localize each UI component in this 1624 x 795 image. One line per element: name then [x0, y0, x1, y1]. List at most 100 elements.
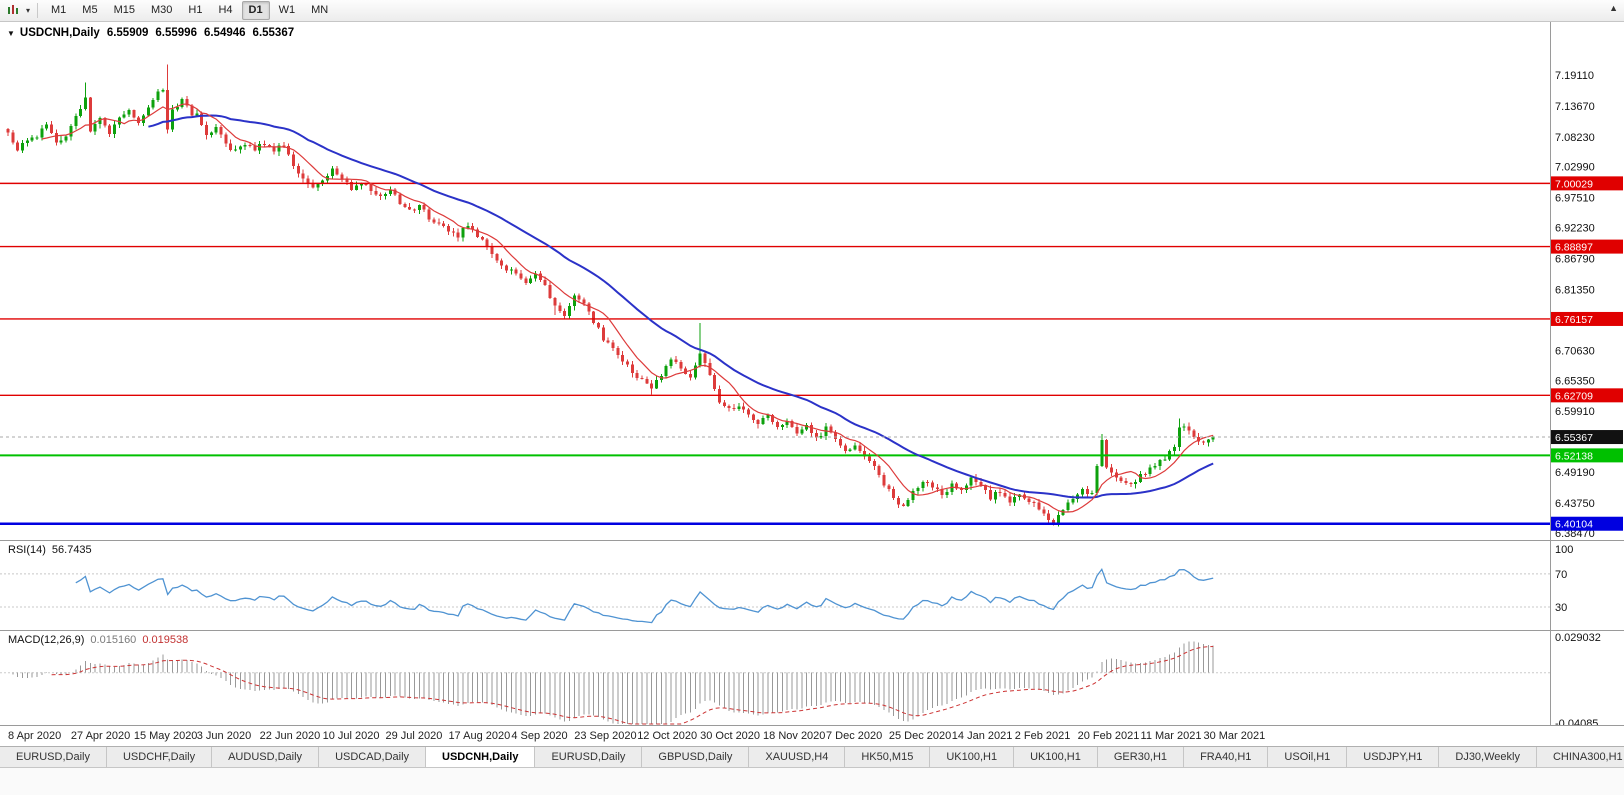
- macd-signal-value: 0.019538: [142, 634, 189, 646]
- time-axis-label: 27 Apr 2020: [70, 730, 131, 742]
- time-axis-label: 18 Nov 2020: [763, 730, 826, 742]
- svg-text:6.40104: 6.40104: [1555, 519, 1593, 531]
- svg-text:6.81350: 6.81350: [1555, 284, 1595, 296]
- chart-close-value: 6.55367: [252, 27, 295, 39]
- status-bar: [0, 768, 1624, 795]
- time-axis-label: 7 Dec 2020: [825, 730, 883, 742]
- time-axis[interactable]: 8 Apr 2020 27 Apr 2020 15 May 2020 3 Jun 20…: [0, 725, 1624, 746]
- svg-text:6.65350: 6.65350: [1555, 375, 1595, 387]
- rsi-canvas[interactable]: 100 70 30: [0, 541, 1624, 631]
- timeframe-button-mn[interactable]: MN: [311, 4, 329, 16]
- chart-type-icon[interactable]: [6, 4, 22, 18]
- chart-tab-china300-h1[interactable]: CHINA300,H1: [1536, 747, 1624, 767]
- svg-text:6.55367: 6.55367: [1555, 432, 1593, 444]
- timeframe-button-m5[interactable]: M5: [82, 4, 98, 16]
- svg-text:6.43750: 6.43750: [1555, 498, 1595, 510]
- chart-tab-fra40-h1[interactable]: FRA40,H1: [1184, 747, 1269, 767]
- chart-tab-usdchf-daily[interactable]: USDCHF,Daily: [106, 747, 213, 767]
- time-axis-label: 10 Jul 2020: [322, 730, 380, 742]
- macd-canvas[interactable]: 0.029032 -0.04085: [0, 631, 1624, 726]
- rsi-label: RSI(14) 56.7435: [8, 544, 98, 556]
- chart-tab-eurusd-daily[interactable]: EURUSD,Daily: [0, 747, 107, 767]
- svg-text:30: 30: [1555, 602, 1567, 614]
- svg-text:6.52138: 6.52138: [1555, 450, 1593, 462]
- svg-text:6.38470: 6.38470: [1555, 528, 1595, 540]
- chart-open-value: 6.55909: [106, 27, 149, 39]
- main-chart-canvas[interactable]: 7.19110 7.13670 7.08230 7.02990 6.97510 6.922…: [0, 22, 1624, 540]
- window-menu-icon[interactable]: ▲: [1609, 3, 1618, 13]
- svg-text:6.62709: 6.62709: [1555, 390, 1593, 402]
- macd-indicator-panel: 0.029032 -0.04085 MACD(12,26,9) 0.015160 0.…: [0, 630, 1624, 726]
- svg-text:6.59910: 6.59910: [1555, 406, 1595, 418]
- svg-text:6.97510: 6.97510: [1555, 193, 1595, 205]
- chart-tab-usdcnh-daily[interactable]: USDCNH,Daily: [426, 747, 536, 767]
- time-axis-label: 8 Apr 2020: [8, 730, 62, 742]
- macd-name-label: MACD(12,26,9): [8, 634, 85, 646]
- time-axis-label: 4 Sep 2020: [511, 730, 568, 742]
- timeframe-button-m15[interactable]: M15: [113, 4, 135, 16]
- time-axis-label: 30 Oct 2020: [700, 730, 761, 742]
- svg-text:6.88897: 6.88897: [1555, 242, 1593, 254]
- chart-high-value: 6.55996: [155, 27, 197, 39]
- time-axis-label: 23 Sep 2020: [574, 730, 637, 742]
- time-axis-label: 15 May 2020: [133, 730, 198, 742]
- time-axis-label: 14 Jan 2021: [951, 730, 1013, 742]
- svg-text:6.86790: 6.86790: [1555, 254, 1595, 266]
- main-chart-panel: 7.19110 7.13670 7.08230 7.02990 6.97510 6.922…: [0, 22, 1624, 540]
- chart-tab-audusd-daily[interactable]: AUDUSD,Daily: [212, 747, 320, 767]
- timeframe-button-m30[interactable]: M30: [150, 4, 173, 16]
- svg-text:6.49190: 6.49190: [1555, 467, 1595, 479]
- macd-axis[interactable]: [1550, 631, 1624, 725]
- time-axis-label: 2 Feb 2021: [1014, 730, 1071, 742]
- chart-tab-uk100-h1[interactable]: UK100,H1: [930, 747, 1015, 767]
- time-axis-label: 25 Dec 2020: [888, 730, 952, 742]
- time-axis-label: 29 Jul 2020: [385, 730, 443, 742]
- chart-tab-usoil-h1[interactable]: USOil,H1: [1268, 747, 1348, 767]
- time-axis-label: 22 Jun 2020: [259, 730, 321, 742]
- timeframe-button-h1[interactable]: H1: [188, 4, 203, 16]
- chart-tab-usdcad-daily[interactable]: USDCAD,Daily: [319, 747, 427, 767]
- chart-tab-uk100-h1[interactable]: UK100,H1: [1014, 747, 1098, 767]
- rsi-axis[interactable]: [1550, 541, 1624, 630]
- chart-symbol-label: USDCNH,Daily: [19, 27, 100, 39]
- chart-tab-eurusd-daily[interactable]: EURUSD,Daily: [535, 747, 643, 767]
- svg-text:7.19110: 7.19110: [1555, 70, 1594, 82]
- chart-tab-ger30-h1[interactable]: GER30,H1: [1097, 747, 1185, 767]
- timeframe-toolbar: ▾ M1 M5 M15 M30 H1 H4 D1 W1 MN ▲: [0, 0, 1624, 22]
- timeframe-buttons-group: M1 M5 M15 M30 H1 H4 D1 W1 MN: [43, 1, 336, 20]
- chart-tab-dj30-weekly[interactable]: DJ30,Weekly: [1439, 747, 1537, 767]
- timeframe-button-m1[interactable]: M1: [51, 4, 67, 16]
- chart-tab-xauusd-h4[interactable]: XAUUSD,H4: [749, 747, 846, 767]
- time-axis-label: 12 Oct 2020: [637, 730, 698, 742]
- timeframe-button-w1[interactable]: W1: [278, 4, 296, 16]
- svg-text:0.029032: 0.029032: [1555, 632, 1601, 644]
- svg-text:7.02990: 7.02990: [1555, 162, 1595, 174]
- dropdown-arrow-icon[interactable]: ▾: [26, 6, 31, 15]
- svg-text:6.92230: 6.92230: [1555, 223, 1595, 235]
- time-axis-label: 30 Mar 2021: [1203, 730, 1266, 742]
- chart-tab-gbpusd-daily[interactable]: GBPUSD,Daily: [642, 747, 750, 767]
- timeframe-button-d1[interactable]: D1: [241, 1, 270, 20]
- time-axis-label: 11 Mar 2021: [1140, 730, 1202, 742]
- macd-main-value: 0.015160: [90, 634, 137, 646]
- toolbar-separator: [37, 3, 39, 18]
- svg-text:6.70630: 6.70630: [1555, 345, 1595, 357]
- svg-text:6.76157: 6.76157: [1555, 314, 1593, 326]
- rsi-value-label: 56.7435: [51, 544, 92, 556]
- chart-tab-usdjpy-h1[interactable]: USDJPY,H1: [1347, 747, 1440, 767]
- svg-text:7.00029: 7.00029: [1555, 178, 1593, 190]
- price-axis[interactable]: [1550, 22, 1624, 540]
- svg-text:70: 70: [1555, 569, 1567, 581]
- timeframe-button-h4[interactable]: H4: [218, 4, 233, 16]
- objects-dropdown-icon[interactable]: ▼: [7, 28, 15, 38]
- rsi-name-label: RSI(14): [8, 544, 46, 556]
- svg-text:100: 100: [1555, 544, 1573, 556]
- macd-label: MACD(12,26,9) 0.015160 0.019538: [8, 634, 194, 646]
- time-axis-label: 17 Aug 2020: [448, 730, 511, 742]
- chart-tab-bar: EURUSD,Daily USDCHF,Daily AUDUSD,Daily USDC…: [0, 746, 1624, 768]
- chart-title: ▼ USDCNH,Daily 6.55909 6.55996 6.54946 6…: [7, 27, 301, 39]
- time-axis-label: 3 Jun 2020: [196, 730, 252, 742]
- svg-text:7.13670: 7.13670: [1555, 101, 1595, 113]
- chart-tab-hk50-m15[interactable]: HK50,M15: [845, 747, 931, 767]
